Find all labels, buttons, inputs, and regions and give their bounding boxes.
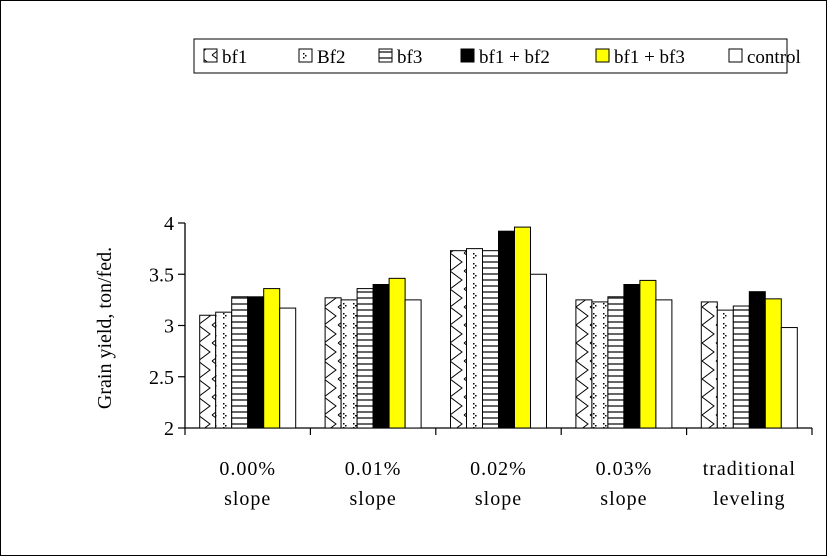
bar xyxy=(716,309,734,429)
legend-swatch xyxy=(595,48,610,63)
legend-swatch xyxy=(203,48,218,63)
bar xyxy=(450,250,467,429)
y-tick-label: 3.5 xyxy=(149,264,174,286)
y-tick-label: 4 xyxy=(164,213,174,235)
bar xyxy=(340,299,358,429)
bar xyxy=(655,299,673,429)
bar xyxy=(466,248,483,429)
bar xyxy=(388,277,406,429)
legend: bf1 Bf2 bf3 bf1 + bf2 bf1 + bf3 control xyxy=(193,38,801,74)
bar xyxy=(514,226,531,429)
y-tick-label: 2.5 xyxy=(149,367,174,389)
x-category-label: leveling xyxy=(713,488,785,510)
x-category-label: 0.01% xyxy=(345,458,402,480)
legend-box xyxy=(193,38,788,74)
bar xyxy=(404,299,422,429)
bar xyxy=(575,299,593,429)
y-tick-label: 3 xyxy=(164,316,174,338)
bar xyxy=(607,296,625,429)
bar xyxy=(498,230,515,429)
x-category-label: 0.02% xyxy=(470,458,527,480)
bar xyxy=(199,314,217,429)
bar xyxy=(482,250,499,429)
legend-label: Bf2 xyxy=(317,47,346,68)
bar xyxy=(639,279,657,429)
x-category-label: slope xyxy=(224,488,271,510)
bar xyxy=(780,327,798,429)
y-tick-label: 2 xyxy=(164,418,174,440)
legend-label: bf3 xyxy=(397,47,422,68)
x-category-label: slope xyxy=(475,488,522,510)
bar xyxy=(372,284,390,429)
bar xyxy=(279,307,297,429)
legend-swatch xyxy=(460,48,475,63)
bar xyxy=(530,273,547,429)
legend-label: bf1 xyxy=(222,47,247,68)
bar xyxy=(591,301,609,429)
legend-label: bf1 + bf2 xyxy=(479,47,550,68)
bar xyxy=(732,305,750,429)
x-category-label: 0.00% xyxy=(219,458,276,480)
bar xyxy=(356,288,374,429)
bar xyxy=(263,288,281,429)
y-axis-title: Grain yield, ton/fed. xyxy=(94,247,116,409)
bar xyxy=(324,297,342,429)
legend-label: control xyxy=(747,47,801,68)
bar xyxy=(231,296,249,429)
bar xyxy=(215,311,233,429)
legend-label: bf1 + bf3 xyxy=(614,47,685,68)
legend-swatch xyxy=(378,48,393,63)
bar xyxy=(247,296,265,429)
bar xyxy=(748,291,766,429)
x-category-label: traditional xyxy=(703,458,796,480)
x-category-label: 0.03% xyxy=(596,458,653,480)
legend-swatch xyxy=(298,48,313,63)
bar xyxy=(623,284,641,429)
plot-area: 2 2.5 3 3.5 4 0.00% slope 0.01% slope 0.02% slope 0… xyxy=(149,213,813,510)
bar xyxy=(764,298,782,429)
x-category-label: slope xyxy=(600,488,647,510)
x-category-label: slope xyxy=(349,488,396,510)
legend-swatch xyxy=(728,48,743,63)
bar xyxy=(700,301,718,429)
